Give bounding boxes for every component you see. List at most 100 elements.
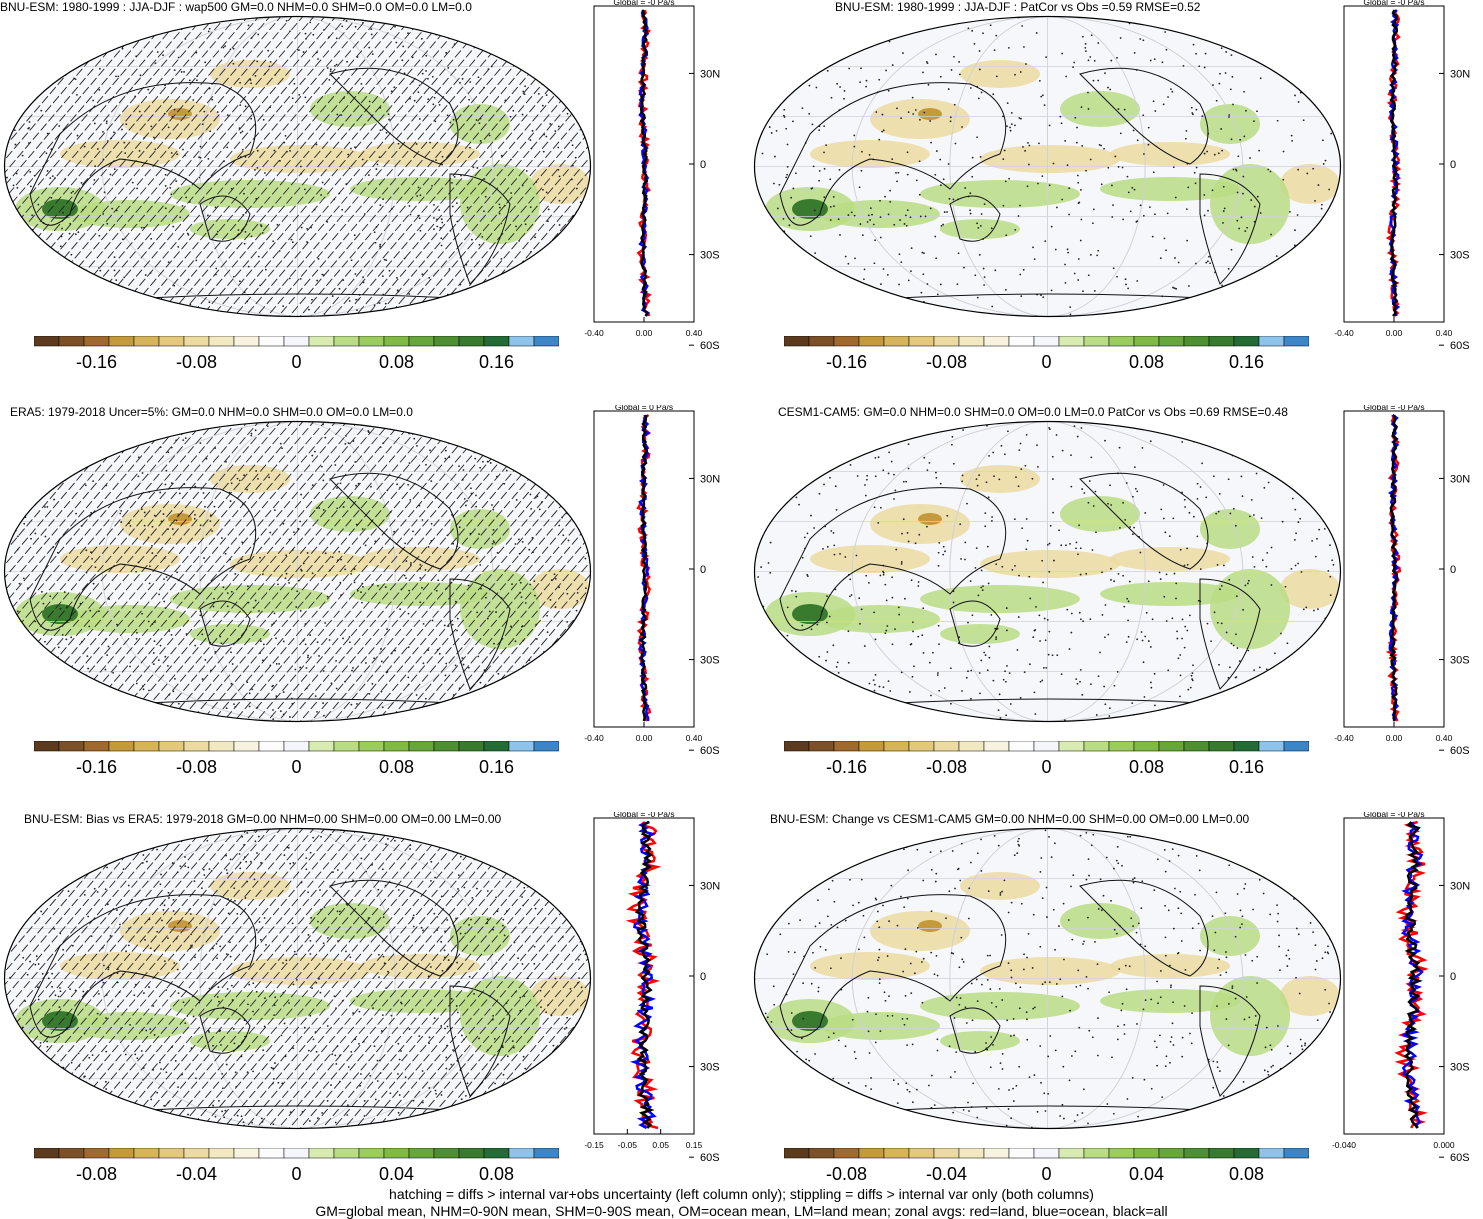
colorbar-swatch	[84, 1148, 109, 1158]
positive-anomaly-region	[820, 605, 940, 633]
colorbar-swatch	[34, 336, 59, 346]
y-tick-label: 30S	[700, 1062, 720, 1074]
colorbar-swatch	[959, 741, 984, 751]
positive-anomaly-region	[1210, 164, 1290, 244]
colorbar-swatch	[309, 336, 334, 346]
colorbar-swatch	[84, 741, 109, 751]
zonal-plot-title: Global = -0 Pa/s	[613, 0, 674, 7]
negative-anomaly-region	[810, 952, 930, 980]
field-layer	[750, 826, 1345, 1131]
zonal-plot-title: Global = 0 Pa/s	[615, 405, 673, 412]
colorbar-swatch	[134, 741, 159, 751]
zonal-plot-title: Global = -0 Pa/s	[1363, 0, 1424, 7]
y-tick-label: 0	[700, 564, 706, 576]
colorbar-tick-label: 0.08	[1229, 1164, 1264, 1184]
y-tick-label: 30S	[700, 250, 720, 262]
colorbar-swatch	[159, 1148, 184, 1158]
colorbar-swatch	[1084, 336, 1109, 346]
colorbar-swatch	[409, 741, 434, 751]
colorbar-tick-label: 0	[291, 757, 301, 777]
colorbar-swatch	[259, 741, 284, 751]
colorbar-tick-label: -0.08	[76, 1164, 117, 1184]
colorbar-swatch	[134, 1148, 159, 1158]
colorbar-swatch	[1209, 1148, 1234, 1158]
colorbar-swatch	[859, 1148, 884, 1158]
colorbar-swatch	[484, 336, 509, 346]
positive-anomaly-region	[70, 1012, 190, 1040]
colorbar-swatch	[359, 336, 384, 346]
colorbar-swatch	[234, 336, 259, 346]
positive-anomaly-region	[450, 509, 510, 549]
colorbar-swatch	[1234, 741, 1259, 751]
colorbar-swatch	[384, 741, 409, 751]
colorbar-swatch	[984, 741, 1009, 751]
negative-anomaly-region	[980, 957, 1120, 985]
colorbar-tick-label: 0.08	[1129, 757, 1164, 777]
colorbar-swatch	[459, 1148, 484, 1158]
positive-anomaly-region	[820, 200, 940, 228]
positive-anomaly-region	[450, 916, 510, 956]
y-tick-label: 60S	[1450, 1152, 1470, 1162]
colorbar-tick-label: 0.04	[1129, 1164, 1164, 1184]
colorbar-tick-label: -0.04	[176, 1164, 217, 1184]
y-tick-label: 60S	[1450, 340, 1470, 350]
colorbar-swatch	[184, 741, 209, 751]
colorbar-swatch	[1159, 1148, 1184, 1158]
positive-anomaly-region	[190, 1031, 270, 1051]
panel-title: BNU-ESM: 1980-1999 : JJA-DJF : wap500 GM…	[0, 0, 472, 14]
colorbar-swatch	[784, 1148, 809, 1158]
map-plot	[0, 419, 595, 724]
colorbar-swatch	[1059, 1148, 1084, 1158]
footer-note-legend: GM=global mean, NHM=0-90N mean, SHM=0-90…	[0, 1203, 1483, 1219]
y-tick-label: 60S	[1450, 745, 1470, 755]
negative-anomaly-region	[230, 550, 370, 578]
colorbar-tick-label: -0.08	[826, 1164, 867, 1184]
field-layer	[750, 419, 1345, 724]
colorbar-swatch	[409, 1148, 434, 1158]
strong-negative-region	[918, 108, 942, 120]
map-plot	[0, 826, 595, 1131]
colorbar-swatch	[534, 741, 559, 751]
colorbar-swatch	[334, 336, 359, 346]
colorbar-swatch	[509, 741, 534, 751]
zonal-plot-frame	[1344, 818, 1444, 1134]
colorbar-swatch	[1009, 741, 1034, 751]
y-tick-label: 30N	[700, 880, 720, 892]
strong-positive-region	[792, 604, 828, 624]
colorbar-swatch	[284, 1148, 309, 1158]
positive-anomaly-region	[940, 1031, 1020, 1051]
colorbar-swatch	[1034, 741, 1059, 751]
colorbar-swatch	[884, 336, 909, 346]
y-tick-label: 30N	[1450, 473, 1470, 485]
y-tick-label: 60S	[700, 745, 720, 755]
colorbar-swatch	[909, 741, 934, 751]
negative-anomaly-region	[810, 140, 930, 168]
colorbar-swatch	[834, 741, 859, 751]
x-tick-label: 0.15	[686, 1140, 703, 1150]
colorbar-swatch	[1109, 336, 1134, 346]
field-layer	[0, 419, 595, 724]
colorbar-tick-label: 0	[1041, 1164, 1051, 1184]
colorbar-swatch	[534, 1148, 559, 1158]
y-tick-label: 30S	[700, 655, 720, 667]
zonal-plot-title: Global = -0 Pa/s	[613, 812, 674, 819]
colorbar-swatch	[309, 741, 334, 751]
colorbar-swatch	[934, 1148, 959, 1158]
colorbar-tick-label: 0.08	[479, 1164, 514, 1184]
colorbar-swatch	[59, 741, 84, 751]
panel-title: CESM1-CAM5: GM=0.0 NHM=0.0 SHM=0.0 OM=0.…	[778, 405, 1288, 419]
colorbar-swatch	[459, 741, 484, 751]
colorbar-swatch	[1084, 741, 1109, 751]
colorbar-tick-label: 0.16	[479, 352, 514, 372]
panel-6: BNU-ESM: Change vs CESM1-CAM5 GM=0.00 NH…	[750, 812, 1483, 1217]
colorbar-swatch	[1109, 1148, 1134, 1158]
colorbar-swatch	[859, 336, 884, 346]
colorbar-swatch	[259, 336, 284, 346]
colorbar-tick-label: -0.16	[826, 757, 867, 777]
negative-anomaly-region	[1110, 547, 1230, 571]
colorbar-swatch	[1184, 1148, 1209, 1158]
negative-anomaly-region	[1110, 142, 1230, 166]
colorbar-swatch	[1034, 1148, 1059, 1158]
